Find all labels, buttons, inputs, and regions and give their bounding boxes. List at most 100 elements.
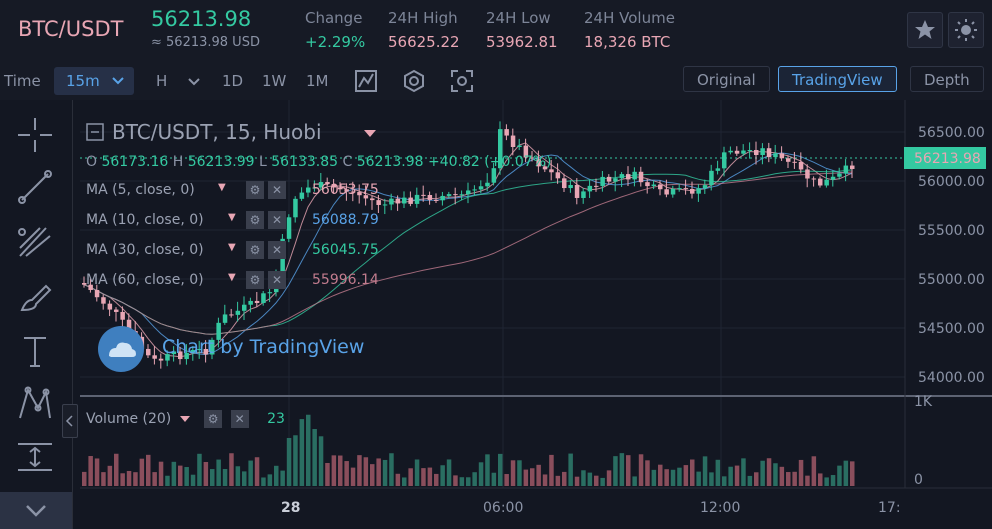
candle-body	[690, 188, 695, 194]
candle-body	[427, 195, 433, 200]
caret-down-icon[interactable]: ▼	[228, 212, 236, 223]
candle-body	[491, 168, 497, 183]
trend-line-icon[interactable]	[16, 168, 54, 206]
candle-body	[683, 188, 689, 190]
ma-value: 56045.75	[312, 242, 379, 258]
chevron-down-icon[interactable]	[188, 77, 200, 87]
pair-title[interactable]: BTC/USDT	[18, 17, 124, 41]
screenshot-icon[interactable]	[450, 69, 474, 93]
ma-label[interactable]: MA (30, close, 0)	[86, 242, 204, 258]
brush-icon[interactable]	[16, 278, 54, 316]
candle-body	[606, 176, 612, 182]
legend-title[interactable]: BTC/USDT, 15, Huobi	[112, 120, 322, 144]
volume-bar	[722, 476, 727, 486]
volume-bar	[837, 465, 842, 486]
stat-low-value: 53962.81	[486, 33, 558, 51]
caret-down-icon[interactable]: ▼	[228, 242, 236, 253]
candle-body	[722, 152, 727, 169]
volume-bar	[536, 464, 541, 486]
pitchfork-icon[interactable]	[16, 222, 54, 260]
volume-label[interactable]: Volume (20)	[86, 411, 172, 427]
view-tradingview-button[interactable]: TradingView	[778, 66, 897, 92]
pattern-icon[interactable]	[16, 384, 54, 422]
volume-bar	[88, 456, 93, 486]
volume-bar	[709, 472, 714, 486]
sun-icon	[955, 19, 977, 41]
caret-down-icon[interactable]	[364, 130, 376, 138]
ma-settings-icon[interactable]: ⚙	[246, 271, 264, 289]
crosshair-icon[interactable]	[16, 116, 54, 154]
favorite-button[interactable]	[907, 12, 943, 48]
price-axis-labels: 56500.00 56000.00 55500.00 55000.00 54500.00…	[904, 125, 986, 488]
volume-bar	[715, 459, 721, 486]
volume-bar	[133, 472, 138, 486]
time-tick-label: 06:00	[483, 500, 523, 516]
volume-bar	[338, 455, 343, 486]
measure-icon[interactable]	[16, 438, 54, 476]
ma-remove-icon[interactable]: ✕	[268, 241, 286, 259]
volume-remove-icon[interactable]: ✕	[230, 410, 249, 428]
ma-settings-icon[interactable]: ⚙	[246, 181, 264, 199]
volume-bar	[427, 467, 433, 486]
volume-bar	[190, 474, 196, 486]
collapse-legend-icon[interactable]	[86, 123, 104, 141]
ma-settings-icon[interactable]: ⚙	[246, 241, 264, 259]
ma-remove-icon[interactable]: ✕	[268, 211, 286, 229]
settings-icon[interactable]	[402, 69, 426, 93]
volume-bar	[747, 475, 753, 486]
indicators-icon[interactable]	[354, 69, 378, 93]
ma-remove-icon[interactable]: ✕	[268, 271, 286, 289]
interval-hour[interactable]: H	[156, 72, 168, 90]
candle-body	[811, 178, 817, 180]
volume-bar	[146, 454, 151, 486]
ma-label[interactable]: MA (5, close, 0)	[86, 182, 195, 198]
interval-1m[interactable]: 1M	[306, 72, 329, 90]
candle-body	[376, 200, 381, 205]
theme-toggle-button[interactable]	[948, 12, 984, 48]
candle-body	[805, 169, 810, 179]
volume-bar	[786, 472, 791, 486]
volume-bar	[760, 460, 765, 486]
candle-body	[664, 189, 669, 195]
interval-1d[interactable]: 1D	[222, 72, 244, 90]
tradingview-watermark[interactable]: Chart by TradingView	[98, 326, 364, 372]
ma-remove-icon[interactable]: ✕	[268, 181, 286, 199]
candle-body	[837, 173, 842, 177]
volume-bar	[510, 460, 516, 486]
view-original-button[interactable]: Original	[683, 66, 770, 92]
ma-settings-icon[interactable]: ⚙	[246, 211, 264, 229]
caret-down-icon[interactable]: ▼	[228, 272, 236, 283]
ma-label[interactable]: MA (60, close, 0)	[86, 272, 204, 288]
volume-bar	[370, 464, 375, 486]
volume-bar	[645, 460, 650, 486]
volume-bar	[754, 472, 759, 486]
interval-1w[interactable]: 1W	[262, 72, 287, 90]
candle-body	[613, 178, 618, 182]
candle-body	[850, 165, 855, 169]
volume-bar	[222, 469, 228, 486]
volume-bar	[594, 475, 599, 486]
volume-bar	[82, 471, 87, 486]
volume-bar	[728, 466, 733, 486]
pane-collapse-button[interactable]	[62, 404, 78, 438]
volume-bar	[702, 456, 708, 486]
candle-body	[632, 171, 637, 180]
price-tick-label: 56500.00	[918, 125, 985, 141]
watermark-text: Chart by TradingView	[162, 336, 365, 358]
interval-select[interactable]: 15m	[54, 67, 134, 95]
volume-bar	[670, 469, 676, 486]
volume-bar	[261, 477, 266, 486]
candle-body	[446, 194, 452, 196]
volume-bar	[683, 465, 689, 486]
view-depth-button[interactable]: Depth	[910, 66, 984, 92]
candle-body	[248, 300, 253, 305]
candle-body	[555, 172, 561, 179]
open-label: O	[86, 154, 98, 170]
caret-down-icon[interactable]: ▼	[218, 182, 226, 193]
volume-settings-icon[interactable]: ⚙	[204, 410, 223, 428]
ma-label[interactable]: MA (10, close, 0)	[86, 212, 204, 228]
candle-body	[587, 185, 593, 192]
text-tool-icon[interactable]	[16, 332, 54, 370]
caret-down-icon[interactable]	[179, 416, 190, 423]
more-tools-button[interactable]	[0, 492, 72, 529]
